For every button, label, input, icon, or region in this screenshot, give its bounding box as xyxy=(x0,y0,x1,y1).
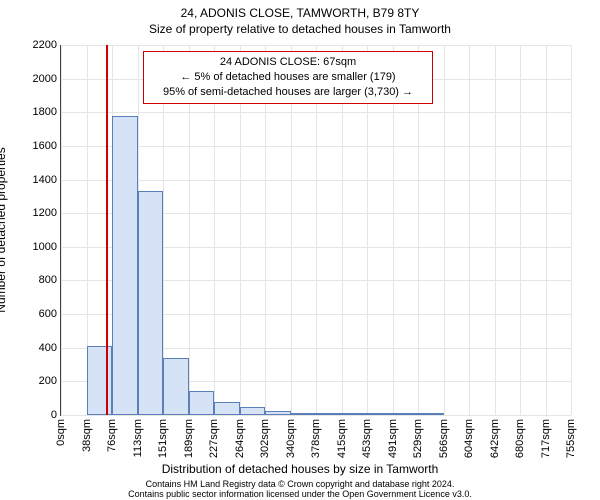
gridline-vertical xyxy=(469,45,470,415)
histogram-bar xyxy=(367,413,393,415)
footnote-line2: Contains public sector information licen… xyxy=(0,490,600,500)
x-tick-label: 529sqm xyxy=(412,419,424,458)
histogram-bar xyxy=(291,413,317,415)
x-tick-label: 566sqm xyxy=(438,419,450,458)
x-tick-label: 755sqm xyxy=(565,419,577,458)
x-axis-label: Distribution of detached houses by size … xyxy=(0,462,600,476)
x-tick-label: 189sqm xyxy=(183,419,195,458)
y-tick-label: 800 xyxy=(39,274,57,286)
x-tick-label: 604sqm xyxy=(463,419,475,458)
histogram-bar xyxy=(342,413,368,415)
histogram-bar xyxy=(214,402,240,415)
gridline-vertical xyxy=(546,45,547,415)
gridline-horizontal xyxy=(61,415,571,416)
y-tick-label: 2200 xyxy=(33,39,57,51)
y-tick-label: 200 xyxy=(39,375,57,387)
gridline-vertical xyxy=(495,45,496,415)
histogram-bar xyxy=(316,413,342,415)
x-tick-label: 113sqm xyxy=(132,419,144,457)
x-tick-label: 642sqm xyxy=(489,419,501,458)
histogram-bar xyxy=(112,116,138,415)
histogram-bar xyxy=(189,391,215,415)
gridline-vertical xyxy=(61,45,62,415)
chart-container: 24, ADONIS CLOSE, TAMWORTH, B79 8TY Size… xyxy=(0,0,600,500)
x-tick-label: 378sqm xyxy=(310,419,322,458)
x-tick-label: 151sqm xyxy=(157,419,169,458)
y-axis-label: Number of detached properties xyxy=(0,147,8,312)
histogram-bar xyxy=(393,413,419,415)
gridline-vertical xyxy=(444,45,445,415)
chart-title-line1: 24, ADONIS CLOSE, TAMWORTH, B79 8TY xyxy=(0,6,600,20)
x-tick-label: 264sqm xyxy=(234,419,246,458)
y-tick-label: 1800 xyxy=(33,106,57,118)
footnote: Contains HM Land Registry data © Crown c… xyxy=(0,480,600,500)
histogram-bar xyxy=(240,407,266,415)
y-tick-label: 1200 xyxy=(33,207,57,219)
x-tick-label: 680sqm xyxy=(514,419,526,458)
y-tick-label: 1000 xyxy=(33,241,57,253)
x-tick-label: 76sqm xyxy=(106,419,118,452)
x-tick-label: 491sqm xyxy=(387,419,399,458)
x-tick-label: 302sqm xyxy=(259,419,271,458)
gridline-vertical xyxy=(520,45,521,415)
plot-area: 0200400600800100012001400160018002000220… xyxy=(60,45,571,416)
y-tick-label: 1600 xyxy=(33,140,57,152)
annotation-line: 95% of semi-detached houses are larger (… xyxy=(152,85,424,100)
x-tick-label: 717sqm xyxy=(540,419,552,458)
annotation-line: 24 ADONIS CLOSE: 67sqm xyxy=(152,55,424,70)
x-tick-label: 453sqm xyxy=(361,419,373,458)
property-marker-line xyxy=(106,45,108,415)
x-tick-label: 227sqm xyxy=(208,419,220,458)
histogram-bar xyxy=(163,358,189,415)
annotation-line: ← 5% of detached houses are smaller (179… xyxy=(152,70,424,85)
chart-title-line2: Size of property relative to detached ho… xyxy=(0,22,600,36)
x-tick-label: 340sqm xyxy=(285,419,297,458)
y-tick-label: 600 xyxy=(39,308,57,320)
histogram-bar xyxy=(418,413,444,415)
histogram-bar xyxy=(265,411,291,415)
y-tick-label: 400 xyxy=(39,342,57,354)
gridline-vertical xyxy=(571,45,572,415)
x-tick-label: 415sqm xyxy=(336,419,348,458)
histogram-bar xyxy=(138,191,164,415)
annotation-box: 24 ADONIS CLOSE: 67sqm← 5% of detached h… xyxy=(143,51,433,104)
y-tick-label: 1400 xyxy=(33,174,57,186)
x-tick-label: 0sqm xyxy=(55,419,67,446)
x-tick-label: 38sqm xyxy=(81,419,93,452)
y-tick-label: 2000 xyxy=(33,73,57,85)
